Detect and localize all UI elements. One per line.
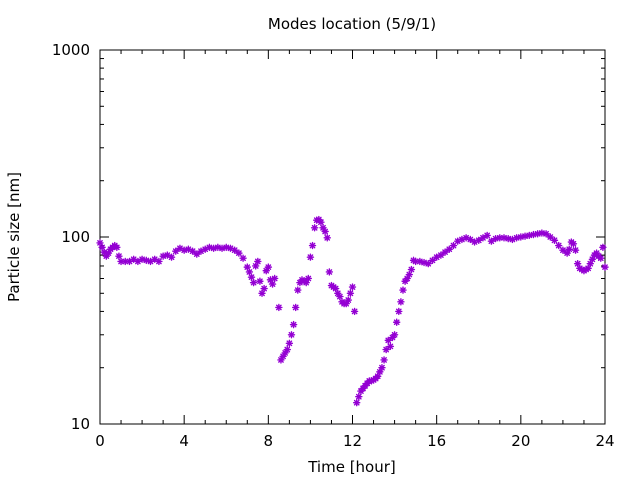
data-point <box>125 257 134 266</box>
data-point <box>113 243 121 252</box>
data-point <box>559 246 567 254</box>
data-point <box>268 280 277 288</box>
data-point <box>597 254 605 262</box>
data-point <box>291 303 300 312</box>
data-point <box>407 265 416 274</box>
data-point <box>441 248 449 256</box>
data-point <box>550 236 559 245</box>
chart-title: Modes location (5/9/1) <box>268 15 436 33</box>
data-point <box>348 283 357 291</box>
x-tick-label: 24 <box>595 432 614 450</box>
data-point <box>555 241 563 250</box>
y-axis-label: Particle size [nm] <box>5 172 23 302</box>
data-point <box>310 224 319 232</box>
data-point <box>384 336 392 345</box>
data-point <box>336 292 344 301</box>
data-point <box>428 256 437 265</box>
data-point <box>287 331 296 339</box>
data-point <box>230 246 239 254</box>
data-point <box>529 230 538 239</box>
data-point <box>247 273 256 281</box>
data-point <box>285 339 294 348</box>
data-point <box>355 392 363 401</box>
x-tick-label: 8 <box>264 432 274 450</box>
x-tick-label: 20 <box>511 432 530 450</box>
data-point <box>289 320 298 329</box>
data-point <box>319 224 327 232</box>
data-point <box>249 278 258 287</box>
x-tick-label: 16 <box>427 432 446 450</box>
axis-ticks: 0 4 8 12 16 20 24 10 100 1000 <box>52 41 615 450</box>
data-point <box>405 270 414 279</box>
data-point <box>138 255 146 263</box>
data-point <box>479 234 487 242</box>
y-tick-label: 100 <box>61 228 90 246</box>
data-point <box>397 298 405 306</box>
data-point <box>399 286 407 294</box>
data-point <box>306 253 315 261</box>
data-point <box>382 345 390 354</box>
data-point <box>294 286 302 294</box>
data-point <box>323 234 331 242</box>
data-point <box>275 303 283 312</box>
data-point <box>235 249 243 257</box>
data-point <box>346 289 355 297</box>
data-point <box>344 296 352 304</box>
data-point <box>416 257 424 266</box>
data-point <box>565 245 573 253</box>
data-point <box>254 257 262 266</box>
data-point <box>325 268 334 276</box>
data-point <box>390 331 399 339</box>
data-point <box>159 252 167 260</box>
data-point <box>449 241 458 250</box>
data-point <box>245 268 254 276</box>
data-point <box>445 245 453 253</box>
data-point <box>353 398 361 407</box>
data-point <box>546 233 554 241</box>
data-point <box>321 227 329 236</box>
x-tick-label: 4 <box>179 432 189 450</box>
data-point <box>475 236 483 245</box>
data-point <box>256 277 264 285</box>
data-point <box>386 342 395 351</box>
data-point <box>115 252 123 260</box>
x-tick-label: 0 <box>95 432 105 450</box>
y-tick-label: 10 <box>71 415 90 433</box>
data-point <box>317 218 325 226</box>
x-tick-label: 12 <box>343 432 362 450</box>
data-point <box>167 253 176 261</box>
data-point <box>188 247 197 255</box>
data-point <box>117 257 125 266</box>
data-point <box>260 284 268 293</box>
data-point <box>599 243 607 252</box>
data-point <box>304 274 313 283</box>
data-points <box>96 215 609 407</box>
data-point <box>392 318 401 326</box>
data-point <box>142 256 150 265</box>
data-point <box>374 372 382 380</box>
data-point <box>308 241 317 250</box>
data-point <box>350 307 359 316</box>
data-point <box>395 307 403 316</box>
data-point <box>264 263 273 271</box>
data-point <box>569 240 578 248</box>
data-point <box>483 231 491 240</box>
y-tick-label: 1000 <box>52 41 90 59</box>
data-point <box>601 263 609 271</box>
data-point <box>270 274 279 283</box>
data-point <box>193 250 201 258</box>
data-point <box>380 356 388 364</box>
data-point <box>331 284 340 293</box>
data-point <box>155 257 163 266</box>
data-point <box>437 251 445 259</box>
data-point <box>420 258 428 267</box>
x-axis-label: Time [hour] <box>307 458 396 476</box>
data-point <box>571 246 580 254</box>
data-point <box>542 230 550 238</box>
data-point <box>378 364 386 372</box>
data-point <box>283 345 291 354</box>
data-point <box>239 254 247 262</box>
